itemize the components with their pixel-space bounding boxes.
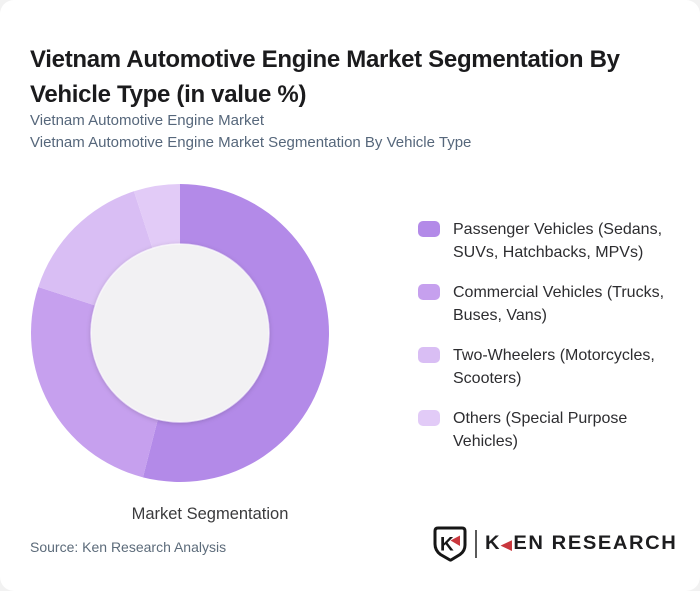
legend-item-commercial-vehicles[interactable]: Commercial Vehicles (Trucks, Buses, Vans… bbox=[418, 281, 688, 327]
chart-subtitles: Vietnam Automotive Engine Market Vietnam… bbox=[30, 110, 670, 154]
legend-item-others[interactable]: Others (Special Purpose Vehicles) bbox=[418, 407, 688, 453]
chart-legend: Passenger Vehicles (Sedans, SUVs, Hatchb… bbox=[418, 218, 688, 470]
donut-chart: Market Segmentation bbox=[30, 183, 330, 523]
brand-triangle-icon: ◀ bbox=[501, 537, 514, 552]
page-title: Vietnam Automotive Engine Market Segment… bbox=[30, 46, 620, 109]
subtitle-line-1: Vietnam Automotive Engine Market bbox=[30, 112, 265, 129]
legend-item-label: Two-Wheelers (Motorcycles, Scooters) bbox=[453, 347, 655, 387]
brand-rest: EN RESEARCH bbox=[513, 533, 678, 554]
legend-swatch-icon bbox=[418, 221, 440, 237]
donut-center-circle bbox=[90, 243, 270, 423]
brand-letter-k: K bbox=[485, 533, 502, 554]
ken-research-emblem-icon: K bbox=[433, 526, 467, 562]
legend-item-label: Others (Special Purpose Vehicles) bbox=[453, 410, 628, 450]
legend-swatch-icon bbox=[418, 410, 440, 426]
legend-swatch-icon bbox=[418, 347, 440, 363]
legend-item-two-wheelers[interactable]: Two-Wheelers (Motorcycles, Scooters) bbox=[418, 344, 688, 390]
legend-item-label: Passenger Vehicles (Sedans, SUVs, Hatchb… bbox=[453, 221, 663, 261]
brand-wordmark: K◀EN RESEARCH bbox=[485, 533, 677, 555]
legend-swatch-icon bbox=[418, 284, 440, 300]
subtitle-line-2: Vietnam Automotive Engine Market Segment… bbox=[30, 134, 472, 151]
legend-item-passenger-vehicles[interactable]: Passenger Vehicles (Sedans, SUVs, Hatchb… bbox=[418, 218, 688, 264]
logo-divider bbox=[475, 530, 478, 558]
donut-chart-svg bbox=[30, 184, 330, 482]
legend-item-label: Commercial Vehicles (Trucks, Buses, Vans… bbox=[453, 284, 665, 324]
source-note: Source: Ken Research Analysis bbox=[30, 539, 227, 555]
ken-research-logo: K K◀EN RESEARCH bbox=[433, 526, 676, 562]
donut-center-label: Market Segmentation bbox=[131, 505, 289, 523]
svg-text:K: K bbox=[440, 535, 454, 556]
